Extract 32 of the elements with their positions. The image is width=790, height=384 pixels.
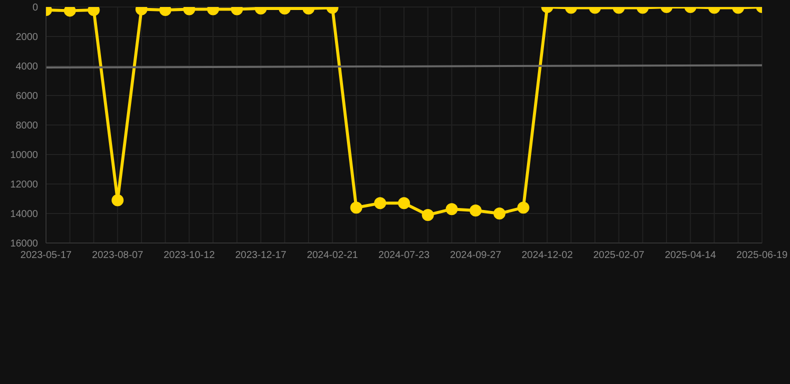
x-tick-label: 2024-12-02 [522, 250, 574, 262]
point [470, 204, 482, 217]
y-tick-label: 2000 [16, 32, 38, 44]
y-tick-label: 4000 [16, 62, 38, 73]
y-tick-label: 8000 [16, 120, 38, 132]
x-tick-label: 2023-12-17 [235, 250, 287, 262]
y-tick-label: 16000 [10, 238, 38, 250]
x-tick-label: 2024-09-27 [450, 250, 502, 262]
point [422, 208, 434, 221]
y-tick-label: 6000 [16, 91, 38, 102]
y-tick-label: 14000 [10, 209, 38, 220]
y-tick-label: 12000 [10, 180, 38, 191]
point [374, 197, 386, 210]
x-tick-label: 2023-10-12 [164, 250, 216, 262]
x-tick-label: 2025-02-07 [593, 250, 645, 262]
y-tick-label: 10000 [10, 150, 38, 162]
x-tick-label: 2025-06-19 [736, 250, 788, 262]
point [88, 7, 100, 16]
point [493, 208, 506, 220]
point [159, 7, 172, 16]
x-tick-label: 2024-02-21 [306, 250, 358, 262]
point [517, 202, 530, 214]
x-tick-label: 2023-08-07 [92, 250, 144, 262]
point [112, 194, 124, 206]
point [350, 202, 362, 214]
x-tick-label: 2024-07-23 [378, 250, 430, 262]
point [398, 197, 410, 210]
x-tick-label: 2023-05-17 [20, 250, 72, 262]
y-tick-label: 0 [32, 2, 38, 14]
point [446, 203, 458, 216]
point [64, 7, 76, 17]
x-tick-label: 2025-04-14 [664, 250, 716, 262]
